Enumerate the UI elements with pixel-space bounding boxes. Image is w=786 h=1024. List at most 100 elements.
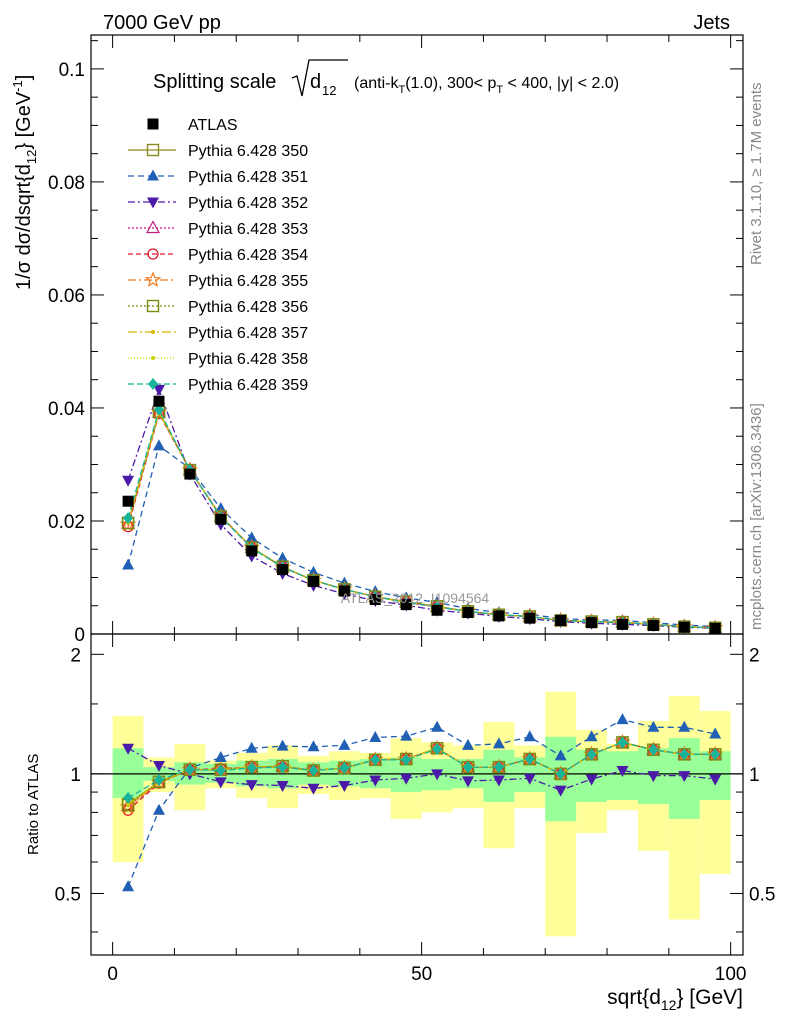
- legend-marker-359: [148, 378, 158, 390]
- ratio-point-351: [431, 720, 444, 732]
- data-point-359: [123, 512, 134, 525]
- data-point-atlas: [678, 621, 690, 633]
- data-point-351: [152, 439, 165, 451]
- ratio-point-352: [554, 785, 567, 797]
- ratio-point-351: [492, 737, 505, 749]
- ratio-y-tick-label: 1: [70, 765, 81, 786]
- data-point-atlas: [400, 599, 412, 611]
- title-sqrt-sub: 12: [322, 83, 336, 98]
- ratio-point-359: [215, 764, 226, 777]
- ratio-point-352: [338, 780, 351, 792]
- ratio-frame: [90, 633, 744, 956]
- legend-marker-355: [144, 271, 162, 288]
- ratio-point-351: [678, 720, 691, 732]
- ratio-point-351: [461, 738, 474, 750]
- mcplots-label: mcplots.cern.ch [arXiv:1306.3436]: [748, 403, 765, 630]
- data-point-atlas: [307, 575, 319, 587]
- ratio-point-358: [126, 801, 131, 806]
- ratio-point-359: [462, 761, 473, 774]
- legend-label: Pythia 6.428 351: [188, 169, 308, 186]
- watermark: ATLAS_2012_I1094564: [341, 590, 490, 606]
- x-tick-label: 0: [107, 964, 118, 985]
- ratio-point-352: [678, 771, 691, 783]
- ratio-point-359: [153, 774, 164, 787]
- ratio-line-357: [127, 741, 716, 806]
- legend-marker-354: [147, 248, 159, 260]
- main-plot-area: [119, 384, 724, 635]
- ratio-point-352: [369, 775, 382, 787]
- legend: ATLAS Pythia 6.428 350 Pythia 6.428 351 Pyt…: [128, 117, 308, 394]
- legend-label: ATLAS: [188, 117, 238, 134]
- ratio-point-351: [709, 727, 722, 739]
- ratio-point-351: [245, 741, 258, 753]
- ratio-point-351: [214, 750, 227, 762]
- legend-label: Pythia 6.428 359: [188, 377, 308, 394]
- ratio-point-359: [277, 761, 288, 774]
- x-tick-label: 100: [715, 964, 747, 985]
- main-panel: ATLAS_2012_I1094564 0 0.02 0.04 0.06 0.08 0.1…: [10, 34, 744, 646]
- ratio-line-352: [127, 747, 716, 791]
- ratio-point-352: [214, 777, 227, 789]
- ratio-point-352: [523, 773, 536, 785]
- data-point-atlas: [338, 585, 350, 597]
- ratio-point-359: [555, 767, 566, 780]
- title-sqrt-d: d: [310, 71, 321, 93]
- data-point-351: [276, 551, 289, 563]
- plot-title: Splitting scale d 12 (anti-kT(1.0), 300<…: [153, 59, 619, 98]
- data-point-atlas: [369, 594, 381, 606]
- ratio-point-359: [184, 763, 195, 776]
- ratio-point-352: [709, 774, 722, 786]
- ratio-point-359: [710, 748, 721, 761]
- ratio-point-352: [585, 774, 598, 786]
- ratio-line-359: [127, 741, 716, 799]
- ratio-point-351: [276, 739, 289, 751]
- x-tick-label: 50: [411, 964, 432, 985]
- legend-marker-353: [145, 220, 161, 234]
- ratio-point-352: [616, 765, 629, 777]
- legend-label: Pythia 6.428 354: [188, 247, 308, 264]
- ratio-point-352: [245, 780, 258, 792]
- ratio-point-351: [647, 720, 660, 732]
- ratio-point-352: [492, 775, 505, 787]
- ratio-point-351: [152, 803, 165, 815]
- ratio-point-359: [493, 761, 504, 774]
- legend-marker-350: [146, 143, 160, 157]
- ratio-point-352: [152, 760, 165, 772]
- data-point-atlas: [215, 513, 227, 525]
- header-left: 7000 GeV pp: [103, 12, 221, 34]
- data-point-atlas: [493, 610, 505, 622]
- legend-marker-358: [151, 356, 155, 360]
- ratio-point-359: [339, 761, 350, 774]
- y-tick-label: 0.06: [48, 286, 85, 307]
- ratio-point-351: [616, 713, 629, 725]
- ratio-point-359: [679, 748, 690, 761]
- legend-marker-357: [151, 330, 155, 334]
- data-point-351: [245, 531, 258, 543]
- y-tick-label: 0.04: [48, 399, 85, 420]
- ratio-point-359: [586, 748, 597, 761]
- ratio-point-352: [647, 771, 660, 783]
- ratio-point-359: [246, 761, 257, 774]
- legend-marker-atlas: [147, 118, 159, 130]
- ratio-point-352: [276, 780, 289, 792]
- legend-label: Pythia 6.428 357: [188, 325, 308, 342]
- uncertainty-band-inner: [112, 748, 144, 798]
- data-point-atlas: [647, 620, 659, 632]
- data-point-atlas: [246, 545, 258, 557]
- ratio-point-351: [338, 738, 351, 750]
- ratio-point-352: [431, 769, 444, 781]
- ratio-line-351: [127, 718, 716, 887]
- ratio-point-359: [648, 743, 659, 756]
- legend-marker-352: [147, 197, 159, 209]
- ratio-point-351: [400, 729, 413, 741]
- ratio-point-359: [524, 753, 535, 766]
- ratio-point-359: [123, 791, 134, 804]
- data-point-atlas: [586, 617, 598, 629]
- ratio-ylabel: Ratio to ATLAS: [25, 754, 42, 855]
- header-right: Jets: [693, 12, 730, 34]
- legend-marker-351: [147, 169, 159, 181]
- ratio-line-355: [127, 741, 716, 808]
- ratio-point-352: [307, 783, 320, 795]
- legend-label: Pythia 6.428 358: [188, 351, 308, 368]
